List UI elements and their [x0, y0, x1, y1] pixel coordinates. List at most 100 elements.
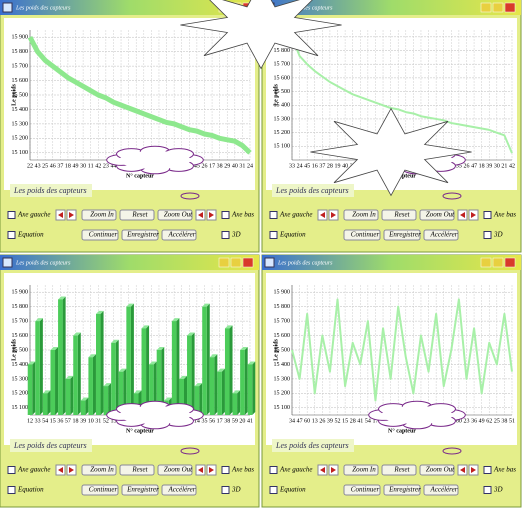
x-tick-label: 39	[327, 418, 333, 424]
checkbox[interactable]	[483, 466, 492, 474]
starburst	[310, 107, 472, 197]
button[interactable]	[383, 229, 421, 241]
y-tick-label: 15 700	[12, 318, 29, 324]
marker-ellipse	[442, 192, 462, 200]
button[interactable]	[121, 229, 159, 241]
cloud-body	[119, 151, 191, 169]
marker-ellipse	[442, 447, 462, 455]
checkbox[interactable]	[483, 231, 492, 239]
checkbox[interactable]	[221, 211, 230, 219]
checkbox[interactable]	[221, 466, 230, 474]
x-tick-label: 30	[494, 163, 500, 169]
y-tick-label: 15 600	[274, 333, 291, 339]
x-tick-label: 42	[509, 163, 515, 169]
button[interactable]	[119, 464, 155, 476]
window-button[interactable]	[242, 257, 254, 268]
bar	[96, 313, 101, 415]
window-button[interactable]	[492, 257, 504, 268]
bar	[141, 328, 147, 415]
window-button[interactable]	[480, 257, 492, 268]
checkbox[interactable]	[483, 211, 492, 219]
bar	[224, 328, 230, 415]
y-tick-label: 15 300	[12, 376, 29, 382]
x-tick-label: 18	[479, 163, 485, 169]
button[interactable]	[381, 209, 417, 221]
checkbox[interactable]	[221, 486, 230, 494]
button[interactable]	[81, 484, 119, 496]
button[interactable]	[343, 229, 381, 241]
bar-side	[39, 318, 43, 415]
x-tick-label: 26	[319, 418, 325, 424]
button[interactable]	[343, 209, 379, 221]
checkbox-label: Axe gauche	[279, 211, 312, 219]
button[interactable]	[81, 209, 117, 221]
button[interactable]	[383, 484, 421, 496]
y-tick-label: 15 800	[274, 304, 291, 310]
button[interactable]	[161, 229, 197, 241]
checkbox[interactable]	[7, 231, 16, 239]
button-label: Enregistrer	[126, 231, 159, 239]
footer-box	[10, 184, 92, 197]
button[interactable]	[121, 484, 159, 496]
bar-side	[108, 383, 112, 415]
checkbox-label: Equation	[17, 486, 44, 494]
checkbox[interactable]	[221, 231, 230, 239]
button-label: Zoom Out	[426, 211, 455, 219]
button[interactable]	[157, 209, 193, 221]
checkbox-label: Axe bas	[493, 466, 516, 474]
checkbox[interactable]	[269, 211, 278, 219]
bar-side	[123, 368, 127, 415]
x-tick-label: 36	[471, 418, 477, 424]
button-label: Reset	[131, 211, 148, 219]
button[interactable]	[343, 484, 381, 496]
window-button[interactable]	[492, 2, 504, 13]
button[interactable]	[423, 484, 459, 496]
checkbox[interactable]	[7, 466, 16, 474]
y-tick-label: 15 400	[274, 362, 291, 368]
x-tick-label: 18	[65, 163, 71, 169]
window-button[interactable]	[218, 257, 230, 268]
checkbox-label: Equation	[279, 486, 306, 494]
bar-side	[92, 354, 96, 415]
bar	[156, 350, 162, 415]
data-line	[27, 36, 252, 155]
button[interactable]	[343, 464, 379, 476]
bar-side	[252, 361, 256, 415]
y-axis-label: Le poids	[273, 83, 279, 106]
button-label: Enregistrer	[388, 486, 421, 494]
bar-top	[58, 296, 66, 300]
button[interactable]	[81, 229, 119, 241]
window-button[interactable]	[480, 2, 492, 13]
checkbox[interactable]	[483, 486, 492, 494]
checkbox[interactable]	[7, 486, 16, 494]
bar	[35, 321, 40, 415]
x-tick-label: 34	[289, 418, 295, 424]
x-tick-label: 18	[73, 418, 79, 424]
window-button[interactable]	[230, 257, 242, 268]
button[interactable]	[119, 209, 155, 221]
checkbox[interactable]	[269, 466, 278, 474]
button-label: Continuer	[89, 231, 118, 239]
x-tick-label: 12	[27, 418, 33, 424]
bar-side	[191, 332, 195, 415]
button[interactable]	[381, 464, 417, 476]
button-label: Zoom Out	[164, 211, 193, 219]
button[interactable]	[161, 484, 197, 496]
x-tick-label: 59	[232, 418, 238, 424]
button[interactable]	[419, 464, 455, 476]
button[interactable]	[419, 209, 455, 221]
button[interactable]	[81, 464, 117, 476]
app-icon	[2, 257, 13, 268]
checkbox-label: 3D	[493, 231, 503, 239]
x-tick-label: 52	[103, 418, 109, 424]
checkbox[interactable]	[269, 486, 278, 494]
button[interactable]	[157, 464, 193, 476]
checkbox[interactable]	[7, 211, 16, 219]
window-button[interactable]	[504, 2, 516, 13]
checkbox[interactable]	[269, 231, 278, 239]
checkbox-label: Axe bas	[231, 466, 254, 474]
window-button[interactable]	[504, 257, 516, 268]
button[interactable]	[423, 229, 459, 241]
bar	[50, 350, 56, 415]
y-tick-label: 15 400	[12, 107, 29, 113]
